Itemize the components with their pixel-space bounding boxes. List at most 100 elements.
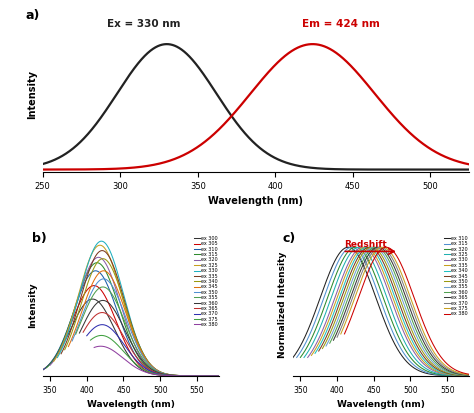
ex 315 xyxy=(211,373,217,378)
Line: ex 365: ex 365 xyxy=(83,313,219,376)
ex 335 xyxy=(429,366,435,371)
ex 355 xyxy=(126,328,131,333)
ex 360 xyxy=(371,245,377,250)
ex 330 xyxy=(211,373,217,378)
Line: ex 335: ex 335 xyxy=(311,247,469,376)
ex 330 xyxy=(121,292,127,297)
ex 365 xyxy=(216,373,222,378)
ex 325 xyxy=(461,373,467,378)
ex 370 xyxy=(126,348,131,353)
ex 360 xyxy=(121,325,127,330)
ex 375 xyxy=(216,373,222,378)
ex 325 xyxy=(121,300,127,305)
Line: ex 310: ex 310 xyxy=(43,271,219,376)
ex 370 xyxy=(461,372,467,377)
ex 335 xyxy=(376,259,382,264)
ex 370 xyxy=(371,248,377,253)
ex 370 xyxy=(466,373,472,377)
ex 380 xyxy=(461,371,467,376)
ex 315 xyxy=(179,373,184,378)
ex 380 xyxy=(211,373,217,378)
ex 300 xyxy=(40,368,46,373)
Y-axis label: Intensity: Intensity xyxy=(28,282,37,328)
ex 300 xyxy=(216,373,222,378)
ex 375 xyxy=(371,251,377,256)
Line: ex 300: ex 300 xyxy=(43,299,219,376)
Line: ex 345: ex 345 xyxy=(68,271,219,376)
ex 350 xyxy=(429,361,435,366)
ex 325 xyxy=(466,373,472,378)
ex 330 xyxy=(376,264,382,269)
ex 335 xyxy=(461,373,467,378)
ex 315 xyxy=(461,373,467,378)
ex 335 xyxy=(216,373,222,378)
ex 315 xyxy=(429,371,435,376)
ex 350 xyxy=(126,322,131,327)
ex 340 xyxy=(376,255,382,260)
ex 375 xyxy=(461,372,467,377)
ex 375 xyxy=(211,373,217,378)
ex 320 xyxy=(211,373,217,378)
ex 345 xyxy=(211,373,217,378)
ex 315 xyxy=(121,319,127,324)
ex 375 xyxy=(126,354,131,359)
ex 340 xyxy=(461,373,467,378)
ex 320 xyxy=(461,373,467,378)
ex 340 xyxy=(211,373,217,378)
Line: ex 360: ex 360 xyxy=(80,300,219,376)
Line: ex 340: ex 340 xyxy=(315,247,469,376)
ex 380 xyxy=(211,373,217,378)
ex 345 xyxy=(216,373,222,378)
ex 355 xyxy=(179,373,184,378)
ex 350 xyxy=(211,373,217,378)
ex 370 xyxy=(429,350,435,355)
ex 325 xyxy=(126,316,131,321)
Line: ex 365: ex 365 xyxy=(333,247,469,375)
ex 375 xyxy=(429,346,435,351)
ex 380 xyxy=(376,249,382,254)
ex 380 xyxy=(371,256,377,261)
Line: ex 370: ex 370 xyxy=(337,247,469,375)
ex 335 xyxy=(179,373,184,378)
X-axis label: Wavelength (nm): Wavelength (nm) xyxy=(337,400,425,409)
ex 340 xyxy=(179,373,184,378)
ex 300 xyxy=(211,373,217,378)
ex 310 xyxy=(429,372,435,377)
ex 325 xyxy=(371,262,377,267)
ex 310 xyxy=(299,340,305,345)
ex 315 xyxy=(371,280,377,285)
ex 360 xyxy=(211,373,217,378)
ex 345 xyxy=(461,373,467,378)
ex 320 xyxy=(179,373,184,378)
ex 365 xyxy=(371,246,377,251)
ex 300 xyxy=(49,360,55,365)
Text: Ex = 330 nm: Ex = 330 nm xyxy=(107,19,180,29)
Text: Em = 424 nm: Em = 424 nm xyxy=(301,19,380,29)
Line: ex 325: ex 325 xyxy=(54,245,219,376)
ex 365 xyxy=(121,334,127,339)
ex 340 xyxy=(121,298,127,303)
ex 320 xyxy=(429,370,435,375)
ex 375 xyxy=(461,372,467,377)
ex 300 xyxy=(90,297,95,301)
ex 320 xyxy=(49,361,55,366)
ex 335 xyxy=(371,252,377,256)
Line: ex 330: ex 330 xyxy=(57,241,219,376)
ex 340 xyxy=(461,373,467,378)
ex 360 xyxy=(466,373,472,378)
ex 375 xyxy=(466,372,472,377)
ex 355 xyxy=(461,373,467,377)
ex 310 xyxy=(461,373,467,378)
ex 360 xyxy=(126,335,131,339)
Line: ex 320: ex 320 xyxy=(50,257,219,376)
ex 310 xyxy=(461,373,467,378)
ex 330 xyxy=(211,373,217,378)
ex 320 xyxy=(461,373,467,378)
ex 305 xyxy=(126,347,131,351)
Line: ex 315: ex 315 xyxy=(46,263,219,376)
ex 375 xyxy=(211,373,217,378)
ex 365 xyxy=(376,245,382,250)
Line: ex 355: ex 355 xyxy=(326,247,469,375)
Line: ex 345: ex 345 xyxy=(319,247,469,375)
ex 320 xyxy=(371,271,377,275)
